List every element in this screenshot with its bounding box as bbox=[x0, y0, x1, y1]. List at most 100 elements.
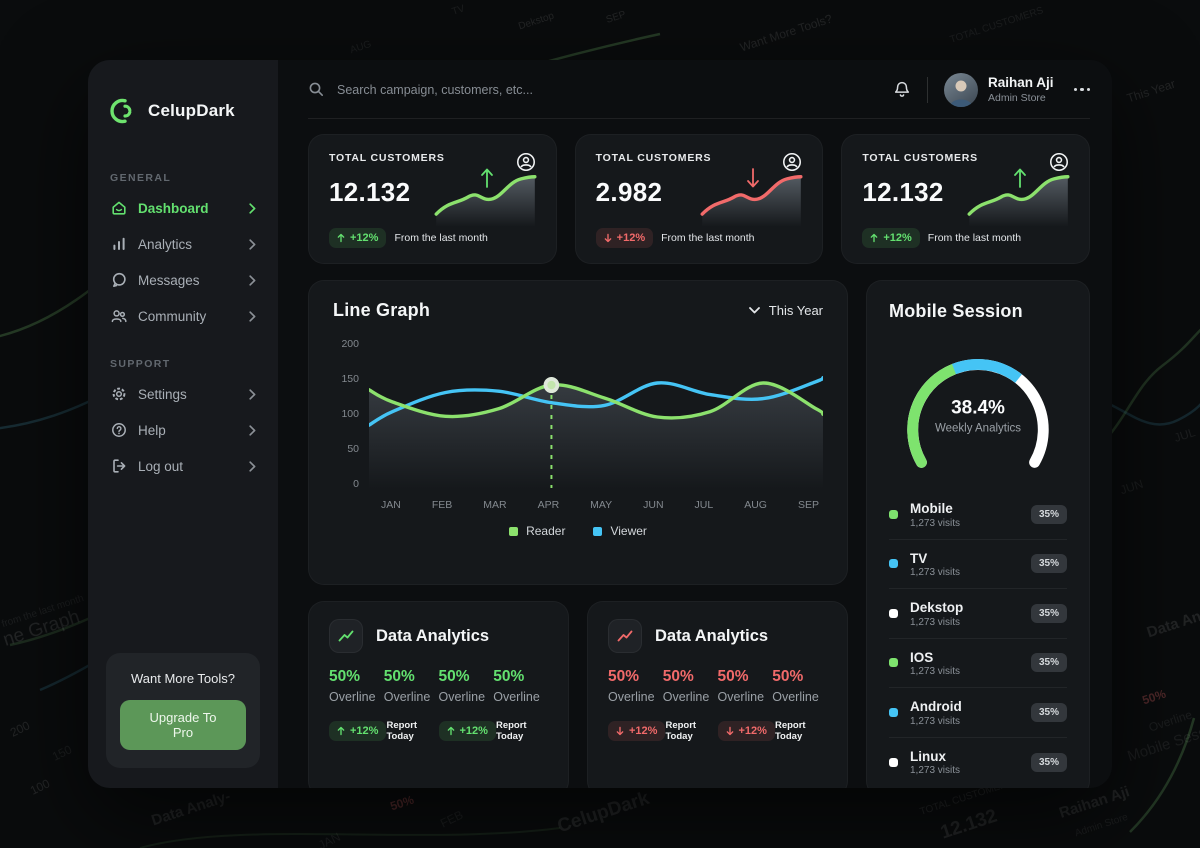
gauge-svg bbox=[907, 359, 1049, 468]
legend-reader: Reader bbox=[509, 524, 565, 538]
session-item-ios[interactable]: IOS 1,273 visits 35% bbox=[889, 637, 1067, 688]
line-chart-svg bbox=[369, 375, 823, 489]
share-badge: 35% bbox=[1030, 554, 1067, 574]
brand-logo: CelupDark bbox=[108, 96, 260, 126]
user-circle-icon bbox=[1049, 152, 1069, 172]
linux-dot-icon bbox=[889, 757, 898, 767]
stat-label: TOTAL CUSTOMERS bbox=[595, 152, 712, 164]
arrow-up-icon bbox=[337, 233, 345, 243]
sparkline-chart bbox=[967, 175, 1070, 227]
analytics-stat: 50% Overline bbox=[438, 668, 486, 704]
trend-up-arrow-icon bbox=[1014, 168, 1026, 188]
data-analytics-card-positive: Data Analytics 50% Overline 50% Overline 5… bbox=[308, 601, 569, 788]
stat-cards-row: TOTAL CUSTOMERS 12.132 bbox=[308, 134, 1090, 264]
analytics-stat: 50% Overline bbox=[493, 668, 540, 704]
sidebar-item-help[interactable]: Help bbox=[106, 412, 260, 448]
mobile-dot-icon bbox=[889, 509, 898, 519]
range-selector[interactable]: This Year bbox=[748, 303, 823, 318]
help-icon bbox=[112, 423, 126, 437]
user-name: Raihan Aji bbox=[987, 75, 1054, 91]
bell-icon bbox=[894, 81, 910, 97]
upgrade-pro-button[interactable]: Upgrade To Pro bbox=[120, 700, 246, 750]
x-tick: JUN bbox=[643, 499, 664, 511]
main-area: Raihan Aji Admin Store TOTAL CUSTOMERS bbox=[278, 60, 1112, 788]
report-today-label: Report Today bbox=[665, 720, 697, 742]
trend-badge: +12% bbox=[438, 721, 496, 741]
highlight-marker-core bbox=[547, 380, 556, 390]
session-item-android[interactable]: Android 1,273 visits 35% bbox=[889, 687, 1067, 737]
users-icon bbox=[111, 310, 127, 323]
topbar-right: Raihan Aji Admin Store bbox=[893, 72, 1090, 107]
sidebar-item-settings[interactable]: Settings bbox=[106, 376, 260, 412]
session-item-tv[interactable]: TV 1,273 visits 35% bbox=[889, 538, 1067, 589]
trending-up-icon bbox=[329, 619, 363, 653]
trend-badge: +12% bbox=[329, 228, 387, 248]
reader-swatch-icon bbox=[509, 526, 519, 536]
sidebar-item-label: Messages bbox=[138, 272, 200, 288]
y-axis: 200 150 100 50 0 bbox=[333, 339, 359, 489]
chevron-right-icon bbox=[249, 310, 256, 322]
topbar: Raihan Aji Admin Store bbox=[278, 60, 1112, 119]
search-bar bbox=[308, 81, 893, 98]
chevron-right-icon bbox=[249, 274, 256, 286]
gauge-subtitle: Weekly Analytics bbox=[934, 422, 1022, 435]
stat-note: From the last month bbox=[927, 232, 1022, 244]
analytics-stat: 50% Overline bbox=[772, 668, 819, 704]
reader-area-fill bbox=[369, 382, 823, 489]
x-tick: JAN bbox=[381, 499, 401, 511]
notifications-button[interactable] bbox=[893, 80, 911, 99]
logout-icon bbox=[113, 459, 126, 473]
chevron-right-icon bbox=[249, 460, 256, 472]
sidebar-item-community[interactable]: Community bbox=[106, 298, 260, 334]
left-column: Line Graph This Year 200 150 100 bbox=[308, 280, 848, 788]
trending-down-icon bbox=[608, 619, 642, 653]
arrow-down-icon bbox=[726, 726, 733, 736]
brand-name: CelupDark bbox=[148, 101, 235, 120]
tv-dot-icon bbox=[889, 559, 898, 569]
analytics-stat: 50% Overline bbox=[383, 668, 431, 704]
avatar-person-icon bbox=[949, 80, 972, 107]
sidebar-item-label: Log out bbox=[138, 458, 184, 474]
gauge-center: 38.4% Weekly Analytics bbox=[918, 398, 1038, 435]
sidebar-section-support: SUPPORT bbox=[110, 358, 171, 370]
session-item-linux[interactable]: Linux 1,273 visits 35% bbox=[889, 736, 1067, 787]
y-tick: 150 bbox=[341, 372, 359, 385]
stat-label: TOTAL CUSTOMERS bbox=[329, 152, 445, 164]
analytics-stat: 50% Overline bbox=[329, 668, 376, 704]
promo-text: Want More Tools? bbox=[130, 671, 236, 686]
trend-badge: +12% bbox=[717, 721, 775, 741]
search-icon bbox=[309, 82, 323, 96]
analytics-stat: 50% Overline bbox=[717, 668, 765, 704]
session-item-mobile[interactable]: Mobile 1,273 visits 35% bbox=[889, 490, 1067, 539]
arrow-down-icon bbox=[604, 233, 611, 243]
sidebar-item-analytics[interactable]: Analytics bbox=[106, 226, 260, 262]
y-tick: 100 bbox=[341, 407, 359, 420]
sidebar-item-messages[interactable]: Messages bbox=[106, 262, 260, 298]
session-item-desktop[interactable]: Dekstop 1,273 visits 35% bbox=[889, 588, 1067, 638]
sidebar-item-logout[interactable]: Log out bbox=[106, 448, 260, 484]
stat-note: From the last month bbox=[394, 232, 488, 244]
chat-bubble-icon bbox=[112, 272, 126, 287]
report-today-label: Report Today bbox=[774, 720, 806, 742]
avatar bbox=[943, 72, 978, 107]
sidebar-gap bbox=[106, 334, 260, 358]
user-menu[interactable]: Raihan Aji Admin Store bbox=[943, 72, 1054, 107]
stat-value: 12.132 bbox=[862, 177, 944, 207]
sidebar-item-label: Analytics bbox=[138, 236, 193, 252]
promo-box: Want More Tools? Upgrade To Pro bbox=[106, 653, 260, 768]
bar-chart-icon bbox=[113, 237, 125, 250]
ios-dot-icon bbox=[889, 658, 898, 668]
more-options-button[interactable] bbox=[1070, 87, 1090, 92]
y-tick: 50 bbox=[347, 442, 359, 455]
analytics-row: Data Analytics 50% Overline 50% Overline 5… bbox=[308, 601, 848, 788]
search-input[interactable] bbox=[337, 82, 657, 97]
desktop-dot-icon bbox=[889, 608, 898, 618]
home-icon bbox=[112, 201, 126, 215]
gauge-value: 38.4% bbox=[951, 397, 1005, 419]
chevron-right-icon bbox=[249, 202, 256, 214]
analytics-stat: 50% Overline bbox=[662, 668, 710, 704]
sidebar-item-dashboard[interactable]: Dashboard bbox=[106, 190, 260, 226]
line-graph-card: Line Graph This Year 200 150 100 bbox=[308, 280, 848, 585]
arrow-down-icon bbox=[616, 726, 624, 736]
x-tick: JUL bbox=[694, 499, 714, 511]
